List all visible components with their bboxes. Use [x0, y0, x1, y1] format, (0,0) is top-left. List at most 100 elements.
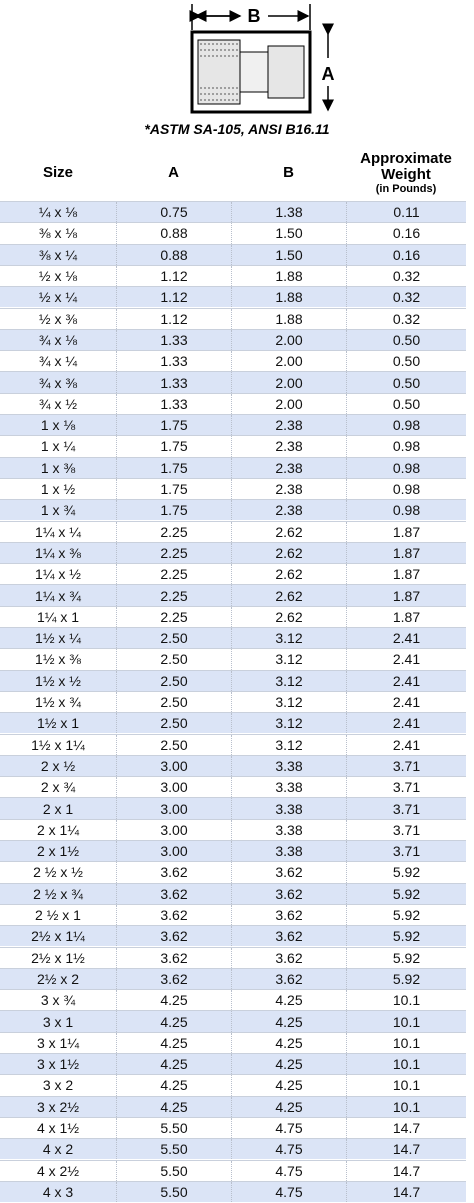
table-cell: 2.25 — [116, 542, 231, 564]
table-cell: 1.38 — [231, 202, 346, 223]
table-row: ¾ x ¼ 1.33 2.00 0.50 — [0, 350, 466, 372]
table-row: 2 ½ x 1 3.62 3.62 5.92 — [0, 903, 466, 926]
table-cell: 4.25 — [116, 1032, 231, 1053]
table-cell: 3.62 — [116, 862, 231, 883]
table-cell: 3.62 — [231, 947, 346, 968]
fitting-diagram: B A — [189, 4, 335, 114]
header-text: A — [168, 164, 179, 181]
table-cell: 3.12 — [231, 628, 346, 649]
table-cell: 4.25 — [231, 1011, 346, 1032]
table-cell: 2.25 — [116, 585, 231, 606]
table-row: ½ x ⅜ 1.12 1.88 0.32 — [0, 307, 466, 329]
table-row: 4 x 3 5.50 4.75 14.7 — [0, 1180, 466, 1203]
table-cell: 2.00 — [231, 393, 346, 414]
table-row: ¼ x ⅛ 0.75 1.38 0.11 — [0, 201, 466, 223]
table-cell: ¾ x ⅜ — [38, 374, 78, 391]
table-cell: 1.75 — [116, 457, 231, 478]
table-cell: 1¼ x ⅜ — [35, 544, 81, 561]
table-cell: 2 ½ x 1 — [35, 907, 81, 924]
table-cell: 4.25 — [231, 1032, 346, 1053]
table-cell: 2½ x 1¼ — [31, 928, 85, 945]
table-cell: 2½ x 1½ — [31, 949, 85, 966]
table-cell: 4.25 — [231, 1054, 346, 1075]
table-cell: 14.7 — [346, 1181, 466, 1203]
table-cell: 5.50 — [116, 1139, 231, 1160]
table-cell: 1¼ x 1 — [36, 608, 80, 625]
table-cell: 0.88 — [116, 244, 231, 265]
table-cell: 4.75 — [231, 1139, 346, 1160]
table-cell: 3.62 — [231, 904, 346, 926]
table-cell: ½ x ¼ — [38, 289, 78, 306]
table-cell: 1.87 — [346, 606, 466, 627]
table-cell: 3.62 — [116, 968, 231, 990]
table-row: 4 x 2½ 5.50 4.75 14.7 — [0, 1159, 466, 1181]
table-cell: 1.12 — [116, 287, 231, 308]
table-cell: 3.62 — [116, 947, 231, 968]
table-cell: 0.32 — [346, 308, 466, 329]
table-row: 1 x ¾ 1.75 2.38 0.98 — [0, 499, 466, 521]
table-cell: 5.92 — [346, 968, 466, 990]
table-cell: 3.00 — [116, 841, 231, 862]
table-cell: 2 x 1½ — [36, 843, 80, 860]
table-cell: 2.38 — [231, 457, 346, 478]
table-cell: 0.88 — [116, 223, 231, 244]
table-cell: 4.75 — [231, 1160, 346, 1181]
table-cell: 2.00 — [231, 372, 346, 393]
table-row: 1½ x ¼ 2.50 3.12 2.41 — [0, 627, 466, 649]
table-cell: 1¼ x ½ — [35, 566, 81, 583]
table-cell: 1.75 — [116, 436, 231, 457]
table-cell: 4.25 — [116, 1075, 231, 1096]
table-cell: 1.50 — [231, 244, 346, 265]
table-cell: 5.92 — [346, 926, 466, 947]
table-cell: 3.00 — [116, 777, 231, 798]
table-cell: 3.00 — [116, 798, 231, 819]
table-cell: 2.00 — [231, 351, 346, 372]
table-cell: 10.1 — [346, 990, 466, 1011]
table-cell: 2.50 — [116, 734, 231, 755]
table-cell: 3.71 — [346, 798, 466, 819]
table-row: 1¼ x ¼ 2.25 2.62 1.87 — [0, 520, 466, 542]
table-cell: 1.87 — [346, 521, 466, 542]
table-cell: 0.11 — [346, 202, 466, 223]
table-cell: 2.38 — [231, 500, 346, 521]
table-cell: 1.50 — [231, 223, 346, 244]
table-cell: 3.62 — [231, 926, 346, 947]
table-cell: 2.41 — [346, 670, 466, 691]
table-cell: 2.25 — [116, 606, 231, 627]
table-cell: 10.1 — [346, 1032, 466, 1053]
table-row: 4 x 2 5.50 4.75 14.7 — [0, 1138, 466, 1160]
table-cell: 1.88 — [231, 287, 346, 308]
table-cell: 2 x 1 — [42, 800, 74, 817]
table-cell: 3.62 — [116, 883, 231, 904]
table-row: 2½ x 2 3.62 3.62 5.92 — [0, 967, 466, 990]
table-cell: 2.41 — [346, 734, 466, 755]
table-row: 1 x ⅛ 1.75 2.38 0.98 — [0, 414, 466, 436]
table-cell: 1.87 — [346, 564, 466, 585]
table-row: 1½ x 1¼ 2.50 3.12 2.41 — [0, 733, 466, 755]
table-cell: 2.38 — [231, 478, 346, 500]
table-row: 2 x 1½ 3.00 3.38 3.71 — [0, 840, 466, 862]
table-cell: 3 x 2 — [42, 1077, 74, 1094]
table-cell: 2.41 — [346, 628, 466, 649]
table-row: 1 x ⅜ 1.75 2.38 0.98 — [0, 456, 466, 478]
table-cell: 0.98 — [346, 500, 466, 521]
table-row: 3 x 2 4.25 4.25 10.1 — [0, 1074, 466, 1096]
table-row: 1½ x ¾ 2.50 3.12 2.41 — [0, 690, 466, 713]
table-cell: 3.00 — [116, 755, 231, 777]
table-cell: 0.50 — [346, 372, 466, 393]
table-row: 1¼ x ⅜ 2.25 2.62 1.87 — [0, 541, 466, 564]
table-row: ¾ x ½ 1.33 2.00 0.50 — [0, 392, 466, 414]
table-cell: 2.25 — [116, 564, 231, 585]
table-cell: 3.38 — [231, 755, 346, 777]
header-cell: B — [231, 146, 346, 200]
table-cell: 14.7 — [346, 1160, 466, 1181]
table-cell: 4.25 — [116, 1011, 231, 1032]
table-cell: ¾ x ¼ — [38, 353, 78, 370]
table-row: 4 x 1½ 5.50 4.75 14.7 — [0, 1116, 466, 1139]
table-row: 1¼ x ¾ 2.25 2.62 1.87 — [0, 584, 466, 606]
table-row: 3 x ¾ 4.25 4.25 10.1 — [0, 989, 466, 1011]
table-cell: 0.50 — [346, 329, 466, 351]
table-cell: 5.50 — [116, 1117, 231, 1139]
table-cell: 0.32 — [346, 265, 466, 287]
